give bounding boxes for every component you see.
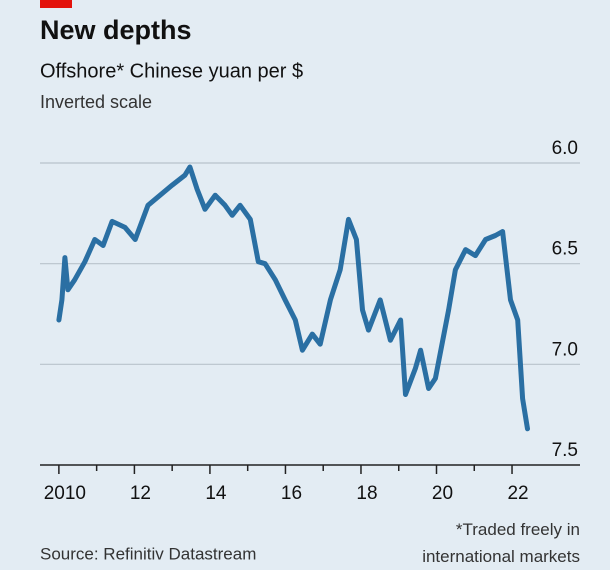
chart-title: New depths [40, 15, 192, 45]
y-tick-label: 6.0 [552, 138, 578, 159]
y-tick-label: 7.5 [552, 440, 578, 461]
source: Source: Refinitiv Datastream [40, 544, 256, 563]
line [56, 164, 530, 432]
footnote: *Traded freely in international markets [422, 520, 580, 566]
axis-note: Inverted scale [40, 92, 152, 112]
x-tick-label: 12 [130, 483, 151, 504]
y-tick-label: 6.5 [552, 239, 578, 260]
x-tick-label: 14 [205, 483, 227, 504]
x-tick-label: 16 [281, 483, 302, 504]
chart-subtitle: Offshore* Chinese yuan per $ [40, 60, 303, 82]
x-tick-label: 20 [432, 483, 453, 504]
x-tick-label: 2010 [44, 483, 86, 504]
y-tick-label: 7.0 [552, 339, 578, 360]
x-tick-label: 22 [507, 483, 528, 504]
brand-tab [40, 0, 72, 8]
x-tick-label: 18 [356, 483, 377, 504]
